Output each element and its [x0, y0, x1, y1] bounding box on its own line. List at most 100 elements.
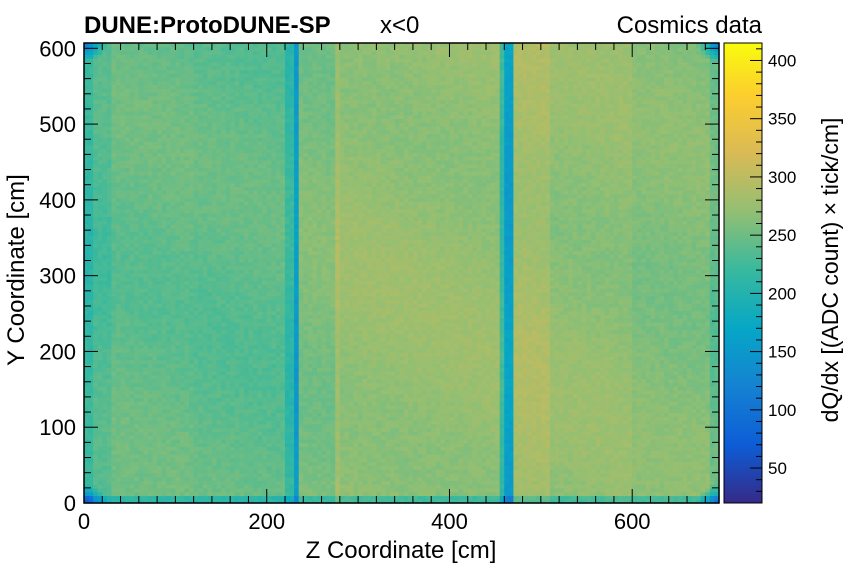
heatmap-cell — [97, 265, 103, 270]
heatmap-cell — [225, 389, 231, 395]
heatmap-cell — [115, 80, 122, 86]
heatmap-cell — [253, 201, 259, 206]
heatmap-cell — [88, 457, 94, 463]
heatmap-cell — [93, 310, 99, 316]
heatmap-cell — [216, 389, 222, 395]
heatmap-cell — [106, 318, 113, 323]
heatmap-cell — [166, 43, 172, 48]
heatmap-cell — [157, 322, 163, 327]
heatmap-cell — [225, 46, 231, 52]
heatmap-cell — [253, 325, 259, 331]
heatmap-cell — [97, 295, 103, 300]
heatmap-cell — [115, 310, 122, 316]
heatmap-cell — [234, 58, 240, 63]
heatmap-cell — [102, 310, 108, 316]
heatmap-cell — [239, 73, 245, 78]
heatmap-cell — [184, 220, 190, 225]
heatmap-cell — [216, 431, 222, 436]
heatmap-cell — [102, 250, 108, 255]
heatmap-cell — [179, 99, 186, 104]
heatmap-cell — [207, 476, 213, 481]
heatmap-cell — [170, 344, 176, 350]
heatmap-cell — [143, 348, 149, 353]
heatmap-cell — [170, 84, 176, 89]
heatmap-cell — [170, 118, 176, 123]
heatmap-cell — [198, 137, 204, 142]
heatmap-cell — [202, 208, 208, 214]
heatmap-cell — [161, 382, 167, 387]
heatmap-cell — [175, 333, 181, 338]
heatmap-cell — [152, 95, 158, 101]
heatmap-cell — [239, 401, 245, 406]
heatmap-cell — [221, 46, 227, 52]
heatmap-cell — [262, 220, 268, 225]
heatmap-cell — [202, 76, 208, 82]
heatmap-cell — [120, 254, 126, 259]
heatmap-cell — [129, 110, 135, 116]
heatmap-cell — [184, 333, 190, 338]
heatmap-cell — [253, 499, 259, 504]
heatmap-cell — [207, 141, 213, 146]
heatmap-cell — [225, 137, 231, 142]
heatmap-cell — [129, 61, 135, 67]
heatmap-cell — [257, 457, 263, 463]
heatmap-cell — [88, 182, 94, 187]
heatmap-cell — [106, 254, 113, 259]
heatmap-cell — [84, 303, 90, 308]
heatmap-cell — [161, 442, 167, 448]
heatmap-cell — [161, 453, 167, 459]
heatmap-cell — [198, 129, 204, 135]
heatmap-cell — [115, 427, 122, 432]
heatmap-cell — [88, 401, 94, 406]
heatmap-cell — [216, 487, 222, 493]
heatmap-cell — [243, 88, 250, 93]
heatmap-cell — [266, 92, 272, 97]
heatmap-cell — [161, 99, 167, 104]
heatmap-cell — [134, 208, 140, 214]
heatmap-cell — [253, 156, 259, 161]
heatmap-cell — [189, 208, 195, 214]
heatmap-cell — [115, 231, 122, 236]
heatmap-cell — [152, 420, 158, 425]
heatmap-cell — [211, 92, 218, 97]
heatmap-cell — [120, 393, 126, 399]
heatmap-cell — [189, 295, 195, 300]
heatmap-cell — [88, 386, 94, 391]
heatmap-cell — [106, 163, 113, 169]
heatmap-cell — [152, 76, 158, 82]
heatmap-cell — [143, 438, 149, 444]
heatmap-cell — [262, 261, 268, 267]
heatmap-cell — [184, 363, 190, 368]
heatmap-cell — [125, 167, 131, 172]
heatmap-cell — [230, 54, 236, 59]
heatmap-cell — [147, 371, 154, 376]
heatmap-cell — [225, 125, 231, 131]
heatmap-cell — [207, 367, 213, 372]
heatmap-cell — [234, 386, 240, 391]
heatmap-cell — [138, 465, 144, 470]
heatmap-cell — [221, 487, 227, 493]
heatmap-cell — [262, 246, 268, 251]
heatmap-cell — [211, 125, 218, 131]
heatmap-cell — [257, 378, 263, 383]
heatmap-cell — [88, 299, 94, 304]
heatmap-cell — [211, 412, 218, 417]
heatmap-cell — [88, 420, 94, 425]
heatmap-cell — [125, 397, 131, 402]
heatmap-cell — [225, 420, 231, 425]
heatmap-cell — [161, 144, 167, 150]
heatmap-cell — [120, 420, 126, 425]
heatmap-cell — [115, 269, 122, 274]
heatmap-cell — [111, 389, 117, 395]
heatmap-cell — [170, 299, 176, 304]
heatmap-cell — [175, 133, 181, 138]
heatmap-cell — [266, 178, 272, 184]
heatmap-cell — [161, 141, 167, 146]
heatmap-cell — [106, 182, 113, 187]
heatmap-cell — [170, 201, 176, 206]
heatmap-cell — [179, 76, 186, 82]
heatmap-cell — [88, 416, 94, 421]
heatmap-cell — [125, 261, 131, 267]
heatmap-cell — [266, 322, 272, 327]
heatmap-cell — [84, 133, 90, 138]
